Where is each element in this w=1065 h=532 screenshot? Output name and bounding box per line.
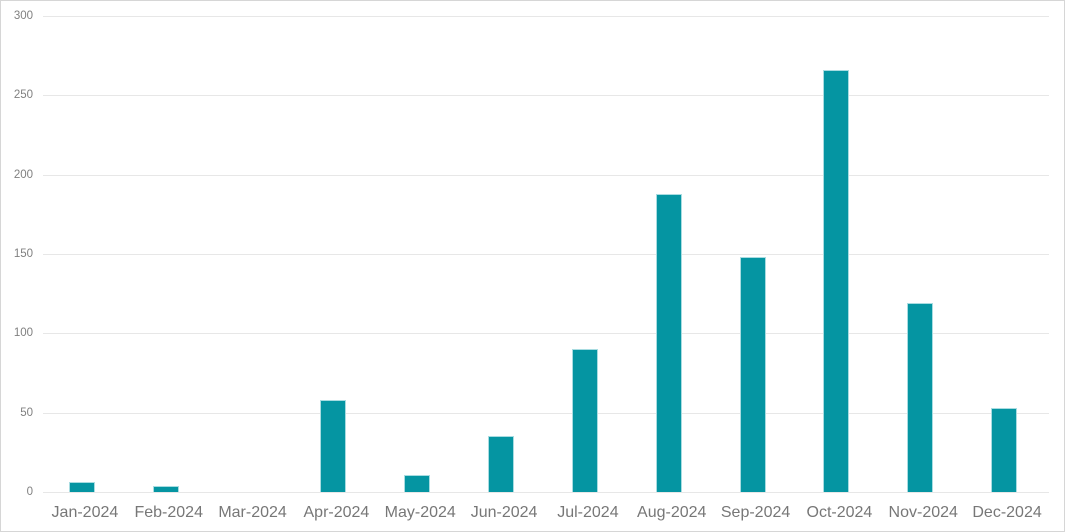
plot-area — [43, 16, 1049, 493]
y-axis-tick-label: 0 — [26, 486, 33, 498]
y-axis-tick-label: 250 — [13, 89, 33, 102]
bar-sep-2024[interactable] — [739, 257, 766, 492]
y-axis-tick-label: 300 — [13, 10, 33, 22]
gridline — [43, 95, 1049, 97]
bar-feb-2024[interactable] — [152, 485, 179, 492]
y-axis-tick-label: 150 — [13, 248, 33, 260]
x-axis-category-label: Jul-2024 — [557, 504, 619, 521]
y-axis-tick-label: 100 — [13, 327, 33, 340]
x-axis-category-label: Mar-2024 — [218, 504, 287, 521]
y-axis-tick-label: 50 — [20, 406, 33, 419]
gridline — [43, 16, 1049, 17]
gridline — [43, 174, 1049, 176]
gridline — [43, 333, 1049, 335]
x-axis-category-label: Aug-2024 — [637, 504, 707, 521]
bar-aug-2024[interactable] — [655, 193, 682, 492]
x-axis-category-label: Feb-2024 — [134, 504, 203, 521]
bar-oct-2024[interactable] — [823, 69, 850, 492]
gridline — [43, 412, 1049, 414]
bar-jun-2024[interactable] — [488, 436, 515, 492]
bar-jul-2024[interactable] — [571, 349, 598, 492]
bar-dec-2024[interactable] — [991, 407, 1018, 492]
x-axis-category-label: Oct-2024 — [806, 504, 873, 521]
bar-jan-2024[interactable] — [68, 482, 95, 492]
x-axis-category-label: Dec-2024 — [972, 504, 1042, 521]
x-axis-category-label: Sep-2024 — [720, 504, 791, 521]
x-axis-category-label: Nov-2024 — [888, 504, 958, 521]
bar-may-2024[interactable] — [404, 474, 431, 492]
bar-apr-2024[interactable] — [320, 399, 347, 492]
gridline — [43, 492, 1049, 493]
x-axis-category-label: Apr-2024 — [303, 504, 370, 521]
x-axis-category-label: Jan-2024 — [51, 504, 119, 521]
bar-nov-2024[interactable] — [907, 303, 934, 492]
x-axis-category-label: May-2024 — [384, 504, 456, 521]
y-axis-tick-label: 200 — [13, 168, 33, 181]
x-axis-category-label: Jun-2024 — [470, 504, 538, 521]
gridline — [43, 254, 1049, 255]
